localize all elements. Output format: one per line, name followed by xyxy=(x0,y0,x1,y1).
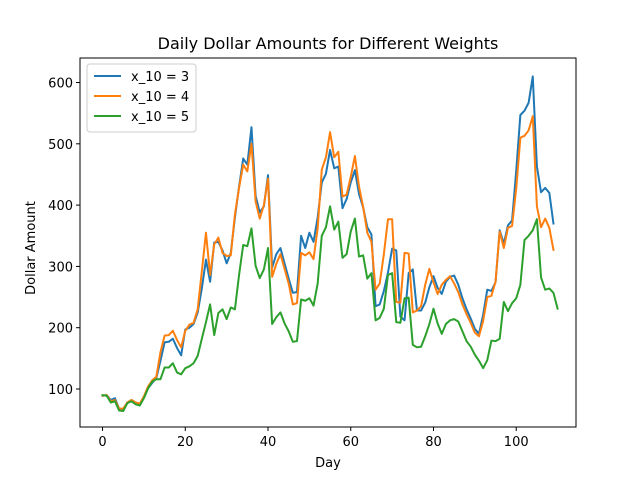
y-tick-label: 300 xyxy=(48,260,73,275)
y-tick-label: 100 xyxy=(48,383,73,398)
y-axis: 100 200 300 400 500 600 xyxy=(48,77,80,398)
y-tick-label: 400 xyxy=(48,199,73,214)
legend: x_10 = 3 x_10 = 4 x_10 = 5 xyxy=(86,63,197,133)
legend-label-1: x_10 = 3 xyxy=(131,70,189,85)
chart-title: Daily Dollar Amounts for Different Weigh… xyxy=(158,34,499,53)
y-tick-label: 500 xyxy=(48,138,73,153)
x-tick-label: 60 xyxy=(342,435,359,450)
y-tick-label: 200 xyxy=(48,322,73,337)
x-tick-label: 20 xyxy=(177,435,194,450)
x-axis: 0 20 40 60 80 100 xyxy=(98,427,529,450)
plot-area xyxy=(79,57,577,428)
y-axis-title: Dollar Amount xyxy=(24,201,39,295)
legend-label-2: x_10 = 4 xyxy=(131,90,189,105)
y-tick-label: 600 xyxy=(48,77,73,92)
series-line-3 xyxy=(101,205,559,413)
x-tick-label: 100 xyxy=(504,435,529,450)
x-tick-label: 0 xyxy=(98,435,106,450)
x-tick-label: 80 xyxy=(425,435,442,450)
x-tick-label: 40 xyxy=(260,435,277,450)
legend-label-3: x_10 = 5 xyxy=(131,110,189,125)
x-axis-title: Day xyxy=(315,456,341,471)
series-line-1 xyxy=(101,75,555,411)
axes-frame xyxy=(79,57,577,428)
series-line-2 xyxy=(101,115,555,410)
